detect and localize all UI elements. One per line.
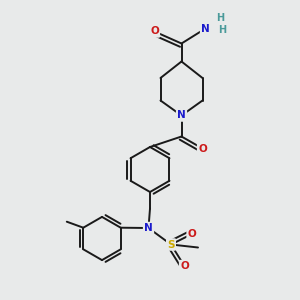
Text: O: O bbox=[180, 261, 189, 271]
Text: N: N bbox=[201, 23, 210, 34]
Text: N: N bbox=[144, 223, 153, 233]
Text: S: S bbox=[167, 239, 175, 250]
Text: N: N bbox=[177, 110, 186, 121]
Text: H: H bbox=[216, 13, 225, 23]
Text: O: O bbox=[188, 229, 196, 239]
Text: O: O bbox=[198, 143, 207, 154]
Text: H: H bbox=[218, 25, 226, 35]
Text: O: O bbox=[150, 26, 159, 37]
